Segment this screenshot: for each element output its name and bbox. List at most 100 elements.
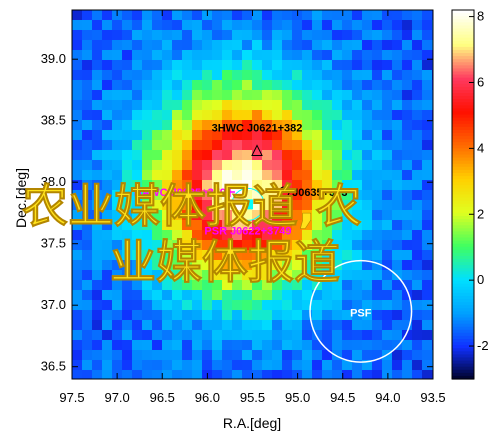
heatmap-cell: [182, 160, 193, 171]
heatmap-cell: [252, 120, 263, 131]
colorbar-segment: [452, 136, 474, 140]
heatmap-cell: [392, 330, 403, 341]
heatmap-cell: [342, 230, 353, 241]
colorbar-segment: [452, 22, 474, 26]
heatmap-cell: [102, 260, 113, 271]
heatmap-cell: [122, 240, 133, 251]
heatmap-cell: [252, 100, 263, 111]
heatmap-cell: [142, 80, 153, 91]
heatmap-cell: [252, 90, 263, 101]
heatmap-cell: [152, 330, 163, 341]
colorbar-segment: [452, 89, 474, 94]
heatmap-cell: [382, 120, 393, 131]
heatmap-cell: [122, 110, 133, 121]
heatmap-cell: [172, 360, 183, 371]
heatmap-cell: [172, 150, 183, 161]
heatmap-cell: [102, 50, 113, 61]
heatmap-cell: [362, 340, 373, 351]
heatmap-cell: [132, 320, 143, 331]
heatmap-cell: [392, 10, 403, 21]
heatmap-cell: [262, 200, 273, 211]
heatmap-cell: [382, 200, 393, 211]
heatmap-cell: [172, 290, 183, 301]
heatmap-cell: [422, 210, 433, 221]
heatmap-cell: [92, 190, 103, 201]
heatmap-cell: [432, 210, 433, 221]
heatmap-cell: [82, 100, 93, 111]
heatmap-cell: [102, 160, 113, 171]
heatmap-cell: [192, 200, 203, 211]
heatmap-cell: [282, 310, 293, 321]
heatmap-cell: [392, 340, 403, 351]
heatmap-cell: [312, 140, 323, 151]
heatmap-cell: [182, 50, 193, 61]
heatmap-cell: [322, 320, 333, 331]
heatmap-cell: [212, 100, 223, 111]
heatmap-cell: [252, 260, 263, 271]
heatmap-cell: [232, 260, 243, 271]
heatmap-cell: [342, 70, 353, 81]
heatmap-cell: [312, 190, 323, 201]
heatmap-cell: [72, 220, 83, 231]
heatmap-cell: [352, 360, 363, 371]
heatmap-cell: [92, 270, 103, 281]
heatmap-cell: [172, 30, 183, 41]
heatmap-cell: [352, 320, 363, 331]
heatmap-cell: [192, 50, 203, 61]
heatmap-cell: [312, 70, 323, 81]
heatmap-cell: [192, 340, 203, 351]
heatmap-cell: [132, 20, 143, 31]
heatmap-cell: [372, 230, 383, 241]
heatmap-cell: [412, 100, 423, 111]
heatmap-cell: [132, 220, 143, 231]
heatmap-cell: [202, 50, 213, 61]
heatmap-cell: [372, 310, 383, 321]
colorbar-segment: [452, 151, 474, 156]
heatmap-cell: [412, 270, 423, 281]
heatmap-cell: [302, 40, 313, 51]
heatmap-cell: [172, 250, 183, 261]
heatmap-cell: [362, 150, 373, 161]
colorbar-segment: [452, 13, 474, 17]
heatmap-cell: [212, 190, 223, 201]
heatmap-cell: [392, 350, 403, 361]
heatmap-cell: [422, 260, 433, 271]
heatmap-cell: [432, 360, 433, 371]
heatmap-cell: [102, 180, 113, 191]
heatmap-cell: [102, 340, 113, 351]
heatmap-cell: [312, 90, 323, 101]
heatmap-cell: [312, 240, 323, 251]
heatmap-cell: [232, 150, 243, 161]
heatmap-cell: [92, 100, 103, 111]
heatmap-cell: [92, 70, 103, 81]
heatmap-cell: [282, 340, 293, 351]
heatmap-cell: [302, 240, 313, 251]
heatmap-cell: [402, 50, 413, 61]
heatmap-cell: [92, 150, 103, 161]
heatmap-cell: [362, 110, 373, 121]
heatmap-cell: [272, 320, 283, 331]
heatmap-cell: [222, 70, 233, 81]
heatmap-cell: [372, 30, 383, 41]
heatmap-cell: [222, 210, 233, 221]
heatmap-cell: [302, 370, 313, 379]
heatmap-cell: [222, 330, 233, 341]
heatmap-cell: [92, 60, 103, 71]
heatmap-cell: [112, 60, 123, 71]
heatmap-cell: [422, 240, 433, 251]
heatmap-cell: [122, 320, 133, 331]
heatmap-cell: [412, 240, 423, 251]
heatmap-cell: [172, 220, 183, 231]
heatmap-cell: [262, 90, 273, 101]
heatmap-cell: [142, 40, 153, 51]
heatmap-cell: [132, 190, 143, 201]
heatmap-cell: [392, 160, 403, 171]
heatmap-cell: [282, 250, 293, 261]
heatmap-cell: [342, 50, 353, 61]
heatmap-cell: [72, 340, 83, 351]
heatmap-cell: [412, 110, 423, 121]
heatmap-cell: [302, 300, 313, 311]
psf-circle: PSF: [309, 259, 413, 363]
heatmap-cell: [122, 60, 133, 71]
heatmap-cell: [192, 120, 203, 131]
